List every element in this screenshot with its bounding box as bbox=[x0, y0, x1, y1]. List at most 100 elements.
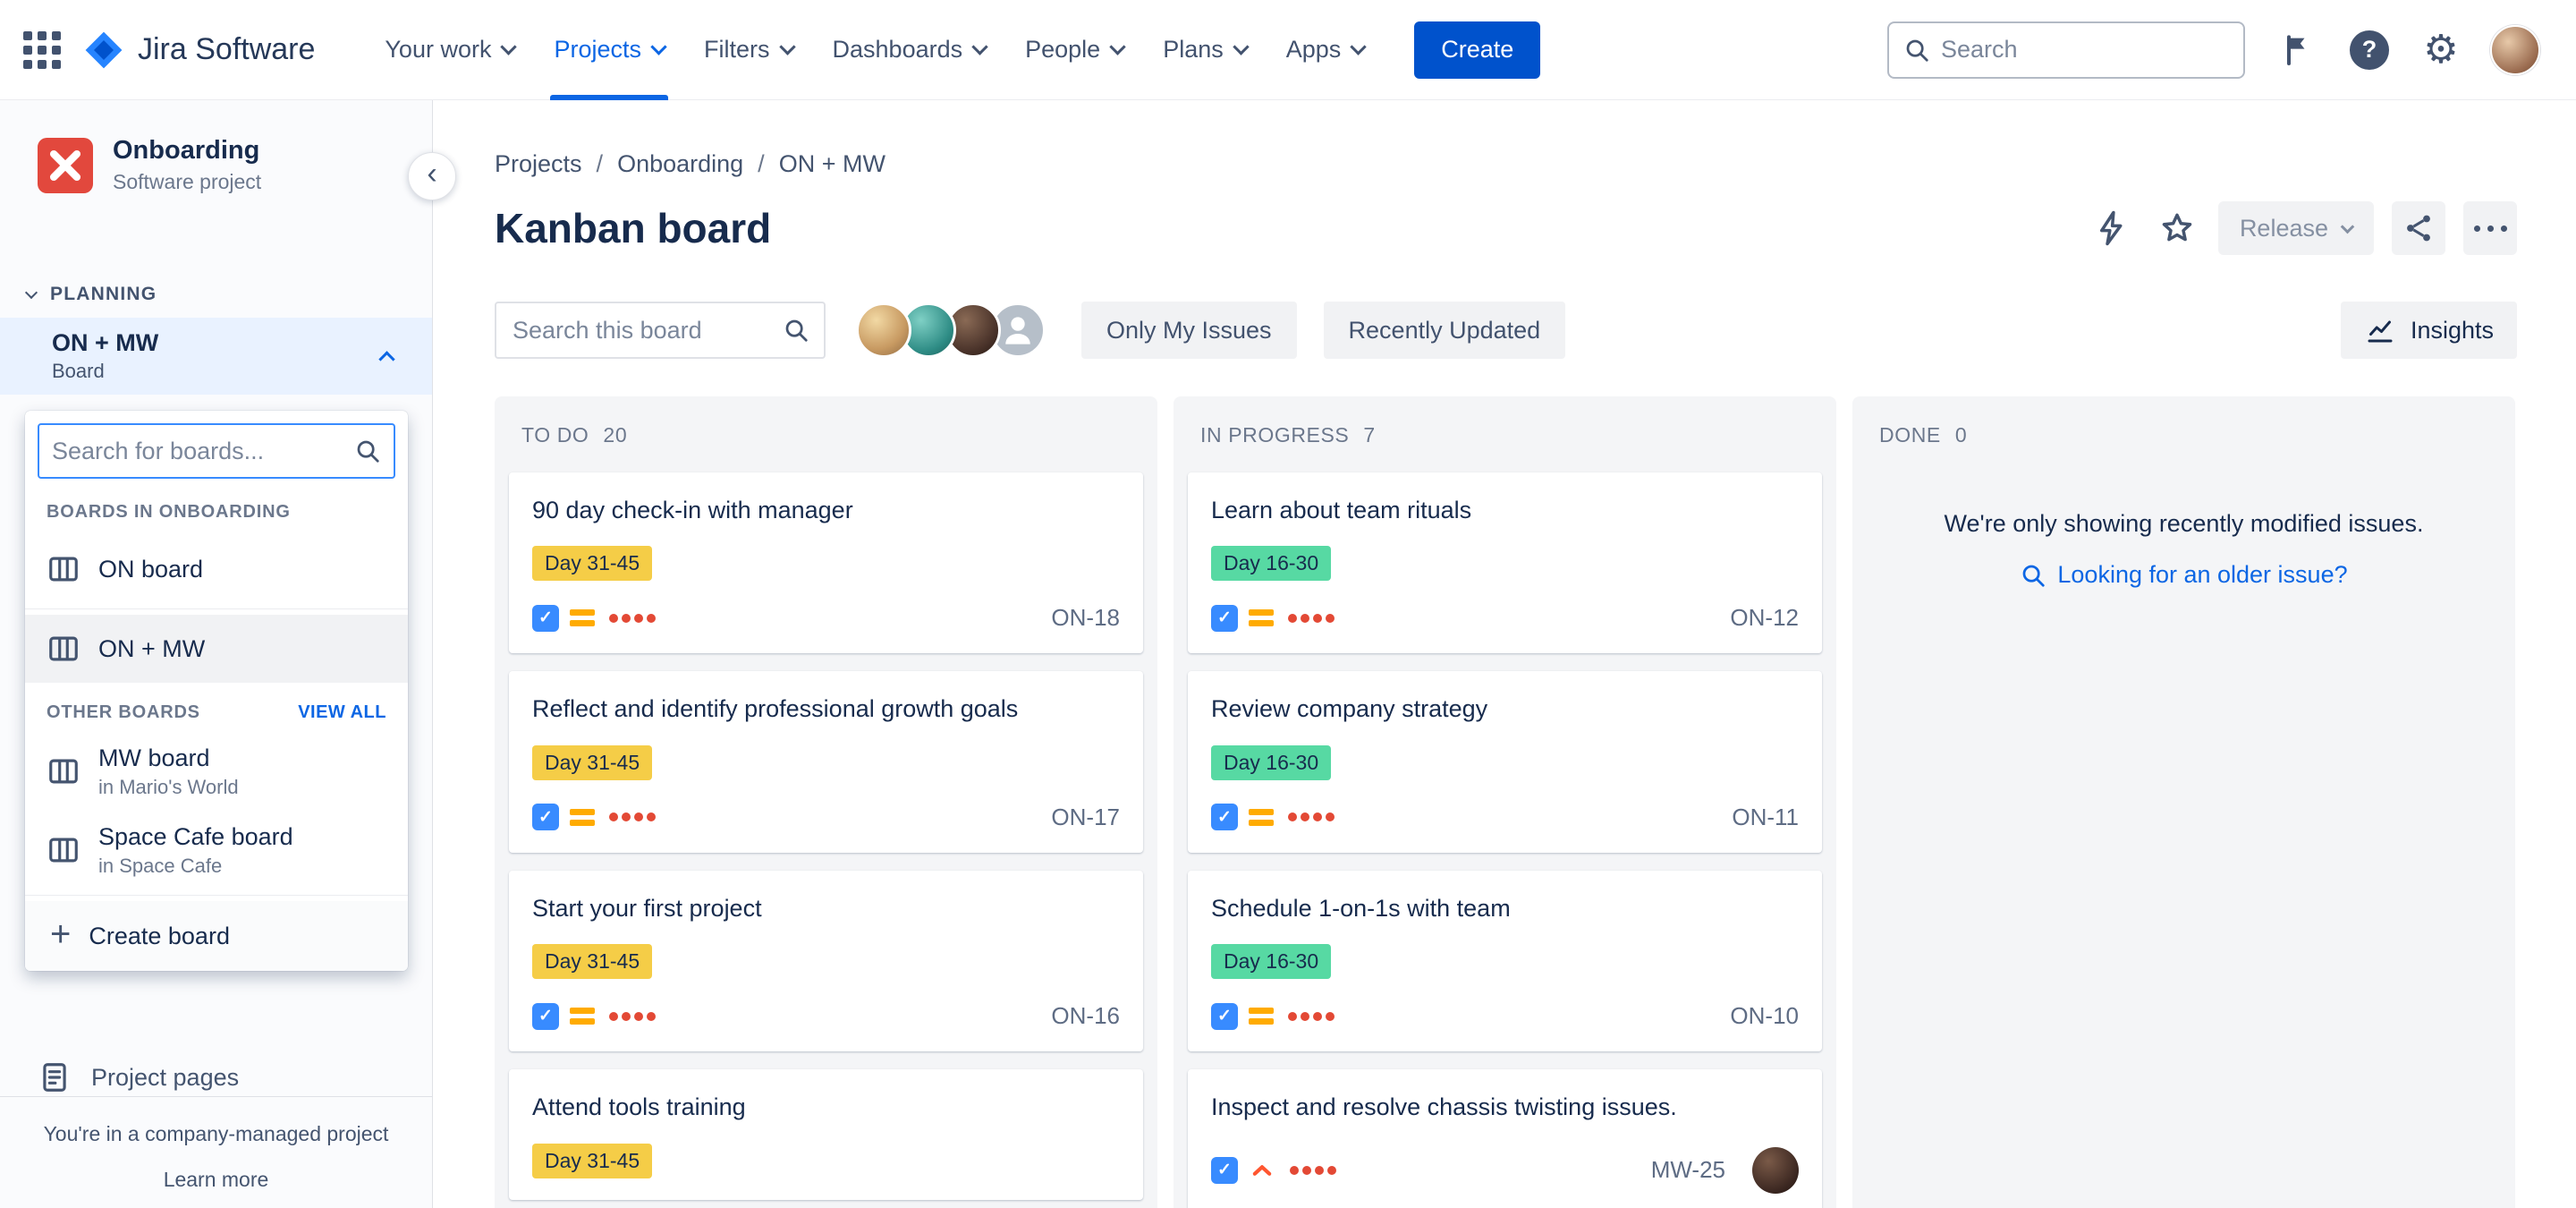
dropdown-item-text: Space Cafe board in Space Cafe bbox=[98, 823, 293, 878]
issue-card[interactable]: Start your first project Day 31-45 ✓ ON-… bbox=[509, 870, 1143, 1052]
issue-card[interactable]: Schedule 1-on-1s with team Day 16-30 ✓ O… bbox=[1188, 870, 1822, 1052]
avatar-generic[interactable] bbox=[990, 302, 1046, 358]
issue-card[interactable]: Inspect and resolve chassis twisting iss… bbox=[1188, 1069, 1822, 1208]
column-name: TO DO bbox=[521, 423, 589, 447]
help-button[interactable]: ? bbox=[2347, 28, 2392, 72]
insights-button[interactable]: Insights bbox=[2340, 302, 2517, 359]
card-footer: ✓ ON-10 bbox=[1211, 1002, 1799, 1030]
dropdown-item-label: ON + MW bbox=[98, 634, 206, 662]
board-search-input[interactable] bbox=[38, 423, 395, 479]
label-dots-icon bbox=[609, 1011, 656, 1021]
column-header: TO DO 20 bbox=[495, 396, 1157, 472]
settings-button[interactable]: ⚙ bbox=[2419, 28, 2463, 72]
global-search-input[interactable] bbox=[1887, 21, 2245, 79]
view-all-link[interactable]: VIEW ALL bbox=[298, 702, 386, 722]
nav-item-people[interactable]: People bbox=[1005, 0, 1143, 100]
column-count: 0 bbox=[1954, 423, 1968, 447]
dropdown-item-on-mw[interactable]: ON + MW bbox=[25, 615, 408, 683]
assignee-avatar[interactable] bbox=[1752, 1146, 1799, 1194]
more-actions-button[interactable] bbox=[2463, 201, 2517, 255]
done-empty-state: We're only showing recently modified iss… bbox=[1852, 472, 2515, 593]
dropdown-item-mw-board[interactable]: MW board in Mario's World bbox=[25, 732, 408, 811]
search-icon bbox=[785, 319, 808, 342]
create-board-label: Create board bbox=[89, 922, 230, 949]
lightning-icon bbox=[2099, 210, 2123, 246]
app-switcher-icon[interactable] bbox=[23, 30, 61, 69]
card-footer: ✓ ON-16 bbox=[532, 1002, 1120, 1030]
jira-logo[interactable]: Jira Software bbox=[82, 29, 315, 72]
issue-card[interactable]: Learn about team rituals Day 16-30 ✓ ON-… bbox=[1188, 472, 1822, 654]
board-switcher-name: ON + MW bbox=[52, 329, 159, 356]
card-footer: ✓ ON-18 bbox=[532, 604, 1120, 632]
nav-item-dashboards[interactable]: Dashboards bbox=[813, 0, 1006, 100]
dropdown-item-on-board[interactable]: ON board bbox=[25, 535, 408, 603]
announcements-button[interactable] bbox=[2275, 28, 2320, 72]
release-button[interactable]: Release bbox=[2217, 201, 2374, 255]
search-icon bbox=[357, 440, 379, 463]
nav-item-apps[interactable]: Apps bbox=[1267, 0, 1385, 100]
nav-item-your-work[interactable]: Your work bbox=[365, 0, 534, 100]
create-button[interactable]: Create bbox=[1414, 21, 1541, 79]
label-dots-icon bbox=[1290, 1165, 1336, 1175]
dropdown-group-label: BOARDS IN ONBOARDING bbox=[47, 502, 291, 522]
card-list: Learn about team rituals Day 16-30 ✓ ON-… bbox=[1174, 472, 1836, 1208]
avatar[interactable] bbox=[856, 302, 911, 358]
recently-updated-button[interactable]: Recently Updated bbox=[1323, 302, 1566, 359]
label-badge: Day 31-45 bbox=[532, 744, 653, 780]
chevron-down-icon bbox=[500, 38, 518, 55]
label-badge: Day 31-45 bbox=[532, 1143, 653, 1178]
task-type-icon: ✓ bbox=[1211, 1156, 1238, 1184]
priority-medium-icon bbox=[570, 609, 595, 627]
issue-card[interactable]: Reflect and identify professional growth… bbox=[509, 671, 1143, 853]
nav-item-projects[interactable]: Projects bbox=[534, 0, 684, 100]
board-switcher-dropdown: BOARDS IN ONBOARDING ON board ON + MW OT… bbox=[25, 411, 408, 971]
column-count: 7 bbox=[1363, 423, 1376, 447]
nav-item-plans[interactable]: Plans bbox=[1143, 0, 1267, 100]
create-board-button[interactable]: + Create board bbox=[25, 901, 408, 971]
issue-card[interactable]: Review company strategy Day 16-30 ✓ ON-1… bbox=[1188, 671, 1822, 853]
board-switcher[interactable]: ON + MW Board bbox=[0, 318, 432, 395]
priority-medium-icon bbox=[1249, 808, 1274, 826]
breadcrumb-board[interactable]: ON + MW bbox=[778, 150, 886, 177]
column-done: DONE 0 We're only showing recently modif… bbox=[1852, 396, 2515, 1208]
primary-nav: Your work Projects Filters Dashboards Pe… bbox=[365, 0, 1384, 100]
issue-card[interactable]: 90 day check-in with manager Day 31-45 ✓… bbox=[509, 472, 1143, 654]
sidebar-collapse-button[interactable]: ‹ bbox=[408, 152, 456, 200]
project-header: Onboarding Software project bbox=[0, 100, 432, 194]
chart-line-icon bbox=[2368, 320, 2393, 343]
sidebar-section-planning[interactable]: PLANNING bbox=[24, 284, 432, 305]
priority-medium-icon bbox=[1249, 609, 1274, 627]
issue-card[interactable]: Attend tools training Day 31-45 bbox=[509, 1069, 1143, 1200]
project-avatar bbox=[38, 137, 93, 193]
dropdown-item-space-cafe-board[interactable]: Space Cafe board in Space Cafe bbox=[25, 811, 408, 889]
user-avatar[interactable] bbox=[2490, 24, 2540, 75]
gear-icon: ⚙ bbox=[2423, 27, 2459, 72]
nav-item-filters[interactable]: Filters bbox=[684, 0, 813, 100]
board-icon bbox=[49, 636, 78, 661]
chevron-up-icon bbox=[378, 351, 395, 368]
only-my-issues-button[interactable]: Only My Issues bbox=[1081, 302, 1297, 359]
favorite-button[interactable] bbox=[2154, 205, 2200, 251]
older-issue-link[interactable]: Looking for an older issue? bbox=[2020, 561, 2348, 589]
share-button[interactable] bbox=[2392, 201, 2445, 255]
section-label: PLANNING bbox=[50, 284, 157, 304]
sidebar: ‹ Onboarding Software project PLANNING O… bbox=[0, 100, 456, 1208]
automation-button[interactable] bbox=[2089, 205, 2136, 251]
sidebar-item-project-pages[interactable]: Project pages bbox=[0, 1045, 432, 1110]
chevron-down-icon bbox=[1233, 38, 1250, 55]
dropdown-item-label: ON board bbox=[98, 555, 204, 583]
task-type-icon: ✓ bbox=[1211, 804, 1238, 831]
task-type-icon: ✓ bbox=[532, 804, 559, 831]
project-info: Onboarding Software project bbox=[113, 136, 261, 194]
board-icon bbox=[49, 557, 78, 582]
label-badge: Day 31-45 bbox=[532, 944, 653, 980]
star-icon bbox=[2162, 213, 2192, 242]
dropdown-subheader: OTHER BOARDS VIEW ALL bbox=[47, 702, 386, 723]
board-search-input[interactable] bbox=[495, 302, 826, 359]
learn-more-link[interactable]: Learn more bbox=[163, 1168, 269, 1191]
breadcrumb-projects[interactable]: Projects bbox=[495, 150, 582, 177]
card-list: 90 day check-in with manager Day 31-45 ✓… bbox=[495, 472, 1157, 1208]
breadcrumb-onboarding[interactable]: Onboarding bbox=[617, 150, 744, 177]
card-footer: ✓ ON-11 bbox=[1211, 804, 1799, 831]
flag-icon bbox=[2287, 34, 2305, 65]
